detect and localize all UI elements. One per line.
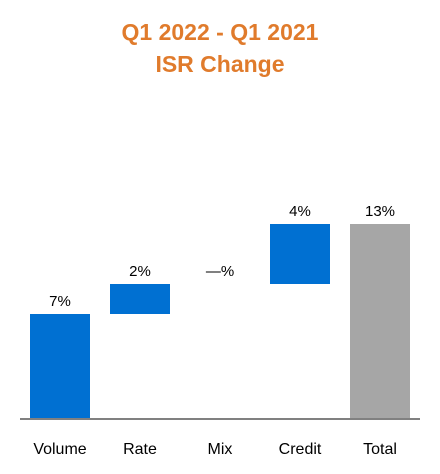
bar-volume: [30, 314, 90, 419]
value-labels-group: 7% 2% —% 4% 13%: [49, 203, 395, 310]
category-label-credit: Credit: [279, 441, 322, 458]
chart-subtitle: ISR Change: [155, 51, 285, 77]
value-label-credit: 4%: [289, 203, 311, 220]
value-label-rate: 2%: [129, 263, 151, 280]
bars-group: [30, 224, 410, 419]
category-label-mix: Mix: [208, 441, 233, 458]
category-label-total: Total: [363, 441, 397, 458]
bar-rate: [110, 284, 170, 314]
bar-credit: [270, 224, 330, 284]
value-label-volume: 7%: [49, 293, 71, 310]
category-label-rate: Rate: [123, 441, 157, 458]
value-label-mix: —%: [206, 263, 234, 280]
value-label-total: 13%: [365, 203, 395, 220]
bar-total: [350, 224, 410, 419]
category-label-volume: Volume: [33, 441, 86, 458]
category-labels-group: Volume Rate Mix Credit Total: [33, 441, 397, 458]
chart-title: Q1 2022 - Q1 2021: [121, 19, 319, 45]
